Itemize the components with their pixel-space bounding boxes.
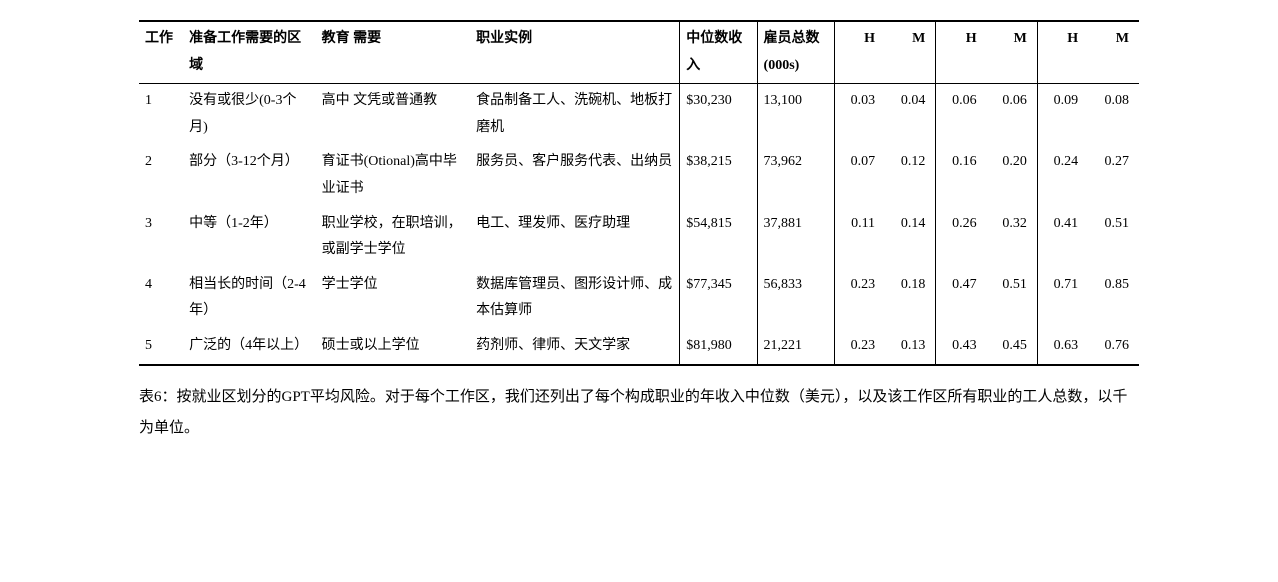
cell-m1: 0.13 xyxy=(885,329,936,365)
cell-edu: 育证书(Otional)高中毕业证书 xyxy=(316,145,471,206)
cell-m2: 0.32 xyxy=(987,207,1038,268)
cell-m2: 0.45 xyxy=(987,329,1038,365)
cell-m3: 0.76 xyxy=(1088,329,1139,365)
cell-edu: 高中 文凭或普通教 xyxy=(316,84,471,146)
cell-edu: 硕士或以上学位 xyxy=(316,329,471,365)
cell-h2: 0.43 xyxy=(936,329,987,365)
table-header-row: 工作 准备工作需要的区域 教育 需要 职业实例 中位数收入 雇员总数(000s)… xyxy=(139,21,1139,84)
col-h2: H xyxy=(936,21,987,84)
cell-h1: 0.03 xyxy=(834,84,885,146)
cell-m3: 0.27 xyxy=(1088,145,1139,206)
cell-m1: 0.04 xyxy=(885,84,936,146)
cell-h2: 0.47 xyxy=(936,268,987,329)
cell-examples: 食品制备工人、洗碗机、地板打磨机 xyxy=(470,84,680,146)
cell-prep: 相当长的时间（2-4年） xyxy=(183,268,315,329)
cell-zone: 2 xyxy=(139,145,183,206)
cell-prep: 广泛的（4年以上） xyxy=(183,329,315,365)
cell-h3: 0.71 xyxy=(1037,268,1088,329)
cell-m2: 0.20 xyxy=(987,145,1038,206)
table-body: 1 没有或很少(0-3个月) 高中 文凭或普通教 食品制备工人、洗碗机、地板打磨… xyxy=(139,84,1139,365)
cell-h2: 0.26 xyxy=(936,207,987,268)
cell-h1: 0.23 xyxy=(834,329,885,365)
col-employees: 雇员总数(000s) xyxy=(757,21,834,84)
cell-prep: 中等（1-2年） xyxy=(183,207,315,268)
table-row: 1 没有或很少(0-3个月) 高中 文凭或普通教 食品制备工人、洗碗机、地板打磨… xyxy=(139,84,1139,146)
cell-employees: 56,833 xyxy=(757,268,834,329)
col-income: 中位数收入 xyxy=(680,21,757,84)
cell-employees: 13,100 xyxy=(757,84,834,146)
cell-m1: 0.18 xyxy=(885,268,936,329)
cell-m1: 0.14 xyxy=(885,207,936,268)
cell-m3: 0.51 xyxy=(1088,207,1139,268)
cell-edu: 职业学校，在职培训，或副学士学位 xyxy=(316,207,471,268)
cell-m3: 0.85 xyxy=(1088,268,1139,329)
cell-h3: 0.24 xyxy=(1037,145,1088,206)
cell-zone: 1 xyxy=(139,84,183,146)
col-prep: 准备工作需要的区域 xyxy=(183,21,315,84)
table-row: 3 中等（1-2年） 职业学校，在职培训，或副学士学位 电工、理发师、医疗助理 … xyxy=(139,207,1139,268)
table-container: 工作 准备工作需要的区域 教育 需要 职业实例 中位数收入 雇员总数(000s)… xyxy=(139,20,1139,445)
col-h1: H xyxy=(834,21,885,84)
table-row: 4 相当长的时间（2-4年） 学士学位 数据库管理员、图形设计师、成本估算师 $… xyxy=(139,268,1139,329)
cell-h3: 0.09 xyxy=(1037,84,1088,146)
col-zone: 工作 xyxy=(139,21,183,84)
col-h3: H xyxy=(1037,21,1088,84)
cell-income: $54,815 xyxy=(680,207,757,268)
cell-income: $81,980 xyxy=(680,329,757,365)
col-m2: M xyxy=(987,21,1038,84)
table-row: 2 部分（3-12个月） 育证书(Otional)高中毕业证书 服务员、客户服务… xyxy=(139,145,1139,206)
cell-examples: 数据库管理员、图形设计师、成本估算师 xyxy=(470,268,680,329)
cell-m2: 0.06 xyxy=(987,84,1038,146)
table-row: 5 广泛的（4年以上） 硕士或以上学位 药剂师、律师、天文学家 $81,980 … xyxy=(139,329,1139,365)
cell-income: $30,230 xyxy=(680,84,757,146)
col-m1: M xyxy=(885,21,936,84)
cell-employees: 73,962 xyxy=(757,145,834,206)
cell-h3: 0.41 xyxy=(1037,207,1088,268)
risk-table: 工作 准备工作需要的区域 教育 需要 职业实例 中位数收入 雇员总数(000s)… xyxy=(139,20,1139,366)
cell-zone: 5 xyxy=(139,329,183,365)
cell-examples: 药剂师、律师、天文学家 xyxy=(470,329,680,365)
cell-m2: 0.51 xyxy=(987,268,1038,329)
cell-h1: 0.11 xyxy=(834,207,885,268)
cell-edu: 学士学位 xyxy=(316,268,471,329)
cell-income: $38,215 xyxy=(680,145,757,206)
cell-h2: 0.16 xyxy=(936,145,987,206)
col-examples: 职业实例 xyxy=(470,21,680,84)
table-caption: 表6：按就业区划分的GPT平均风险。对于每个工作区，我们还列出了每个构成职业的年… xyxy=(139,382,1139,445)
cell-h1: 0.07 xyxy=(834,145,885,206)
cell-employees: 21,221 xyxy=(757,329,834,365)
cell-m1: 0.12 xyxy=(885,145,936,206)
cell-examples: 服务员、客户服务代表、出纳员 xyxy=(470,145,680,206)
cell-m3: 0.08 xyxy=(1088,84,1139,146)
cell-h1: 0.23 xyxy=(834,268,885,329)
cell-zone: 3 xyxy=(139,207,183,268)
cell-examples: 电工、理发师、医疗助理 xyxy=(470,207,680,268)
cell-h2: 0.06 xyxy=(936,84,987,146)
cell-h3: 0.63 xyxy=(1037,329,1088,365)
cell-employees: 37,881 xyxy=(757,207,834,268)
col-edu: 教育 需要 xyxy=(316,21,471,84)
cell-prep: 没有或很少(0-3个月) xyxy=(183,84,315,146)
col-m3: M xyxy=(1088,21,1139,84)
cell-income: $77,345 xyxy=(680,268,757,329)
cell-zone: 4 xyxy=(139,268,183,329)
cell-prep: 部分（3-12个月） xyxy=(183,145,315,206)
